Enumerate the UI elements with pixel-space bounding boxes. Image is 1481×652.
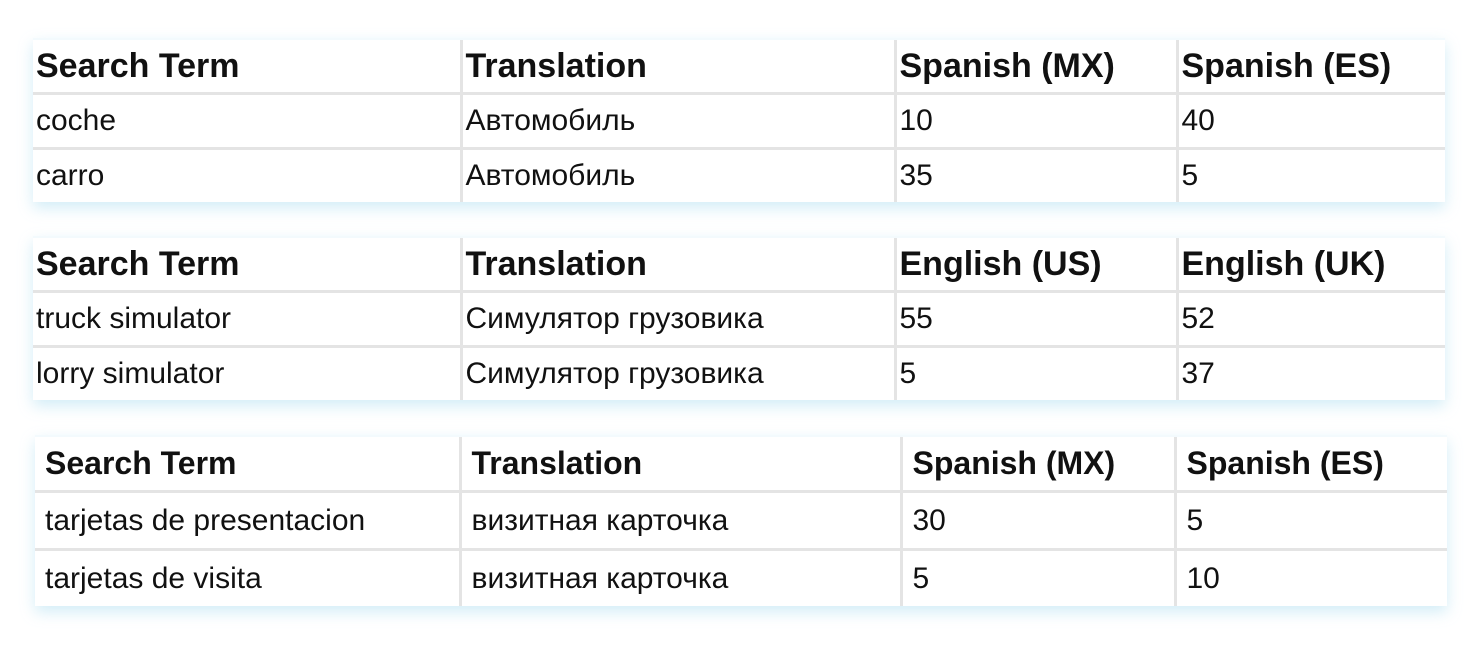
table-cell: Автомобиль xyxy=(461,93,897,150)
column-header: Translation xyxy=(460,437,903,493)
column-header: Spanish (MX) xyxy=(901,437,1177,493)
table-cell: Симулятор грузовика xyxy=(461,291,897,348)
table-cell: tarjetas de presentacion xyxy=(35,491,462,551)
table-cell: coche xyxy=(33,93,463,150)
column-header: Translation xyxy=(461,40,897,95)
table-row: truck simulator Симулятор грузовика 55 52 xyxy=(33,291,1445,348)
table-cell: визитная карточка xyxy=(460,549,903,606)
table-cell: 30 xyxy=(901,491,1177,551)
table-row: lorry simulator Симулятор грузовика 5 37 xyxy=(33,346,1445,400)
column-header: Search Term xyxy=(35,437,462,493)
column-header: English (UK) xyxy=(1177,238,1445,293)
table-row: carro Автомобиль 35 5 xyxy=(33,148,1445,202)
table-cell: carro xyxy=(33,148,463,202)
table-cell: 10 xyxy=(895,93,1179,150)
column-header: Spanish (MX) xyxy=(895,40,1179,95)
table-cell: 35 xyxy=(895,148,1179,202)
column-header: Translation xyxy=(461,238,897,293)
table-cell: Симулятор грузовика xyxy=(461,346,897,400)
table-cell: 55 xyxy=(895,291,1179,348)
header-row: Search Term Translation Spanish (MX) Spanis… xyxy=(33,40,1445,95)
header-row: Search Term Translation Spanish (MX) Spanis… xyxy=(35,437,1447,493)
table-cell: 5 xyxy=(901,549,1177,606)
table-row: tarjetas de visita визитная карточка 5 10 xyxy=(35,549,1447,606)
table-cell: 5 xyxy=(895,346,1179,400)
table-cell: визитная карточка xyxy=(460,491,903,551)
search-term-table-3: Search Term Translation Spanish (MX) Spanis… xyxy=(35,435,1447,606)
column-header: English (US) xyxy=(895,238,1179,293)
column-header: Search Term xyxy=(33,40,463,95)
table-cell: 5 xyxy=(1181,159,1199,192)
data-table: Search Term Translation Spanish (MX) Spanis… xyxy=(33,40,1445,202)
table-row: tarjetas de presentacion визитная карточк… xyxy=(35,491,1447,551)
table-row: coche Автомобиль 10 40 xyxy=(33,93,1445,150)
search-term-table-2: Search Term Translation English (US) Englis… xyxy=(33,236,1445,400)
column-header: Spanish (ES) xyxy=(1175,437,1447,493)
data-table: Search Term Translation English (US) Englis… xyxy=(33,238,1445,400)
data-table: Search Term Translation Spanish (MX) Spanis… xyxy=(35,437,1447,606)
column-header: Search Term xyxy=(33,238,463,293)
table-cell: 10 xyxy=(1186,561,1220,595)
table-cell: lorry simulator xyxy=(33,346,463,400)
table-cell: 52 xyxy=(1177,291,1445,348)
column-header: Spanish (ES) xyxy=(1177,40,1445,95)
table-cell: Автомобиль xyxy=(461,148,897,202)
table-cell: tarjetas de visita xyxy=(35,549,462,606)
table-cell: truck simulator xyxy=(33,291,463,348)
table-cell: 37 xyxy=(1181,357,1215,390)
search-term-table-1: Search Term Translation Spanish (MX) Spanis… xyxy=(33,38,1445,202)
header-row: Search Term Translation English (US) Englis… xyxy=(33,238,1445,293)
table-cell: 40 xyxy=(1177,93,1445,150)
table-cell: 5 xyxy=(1175,491,1447,551)
